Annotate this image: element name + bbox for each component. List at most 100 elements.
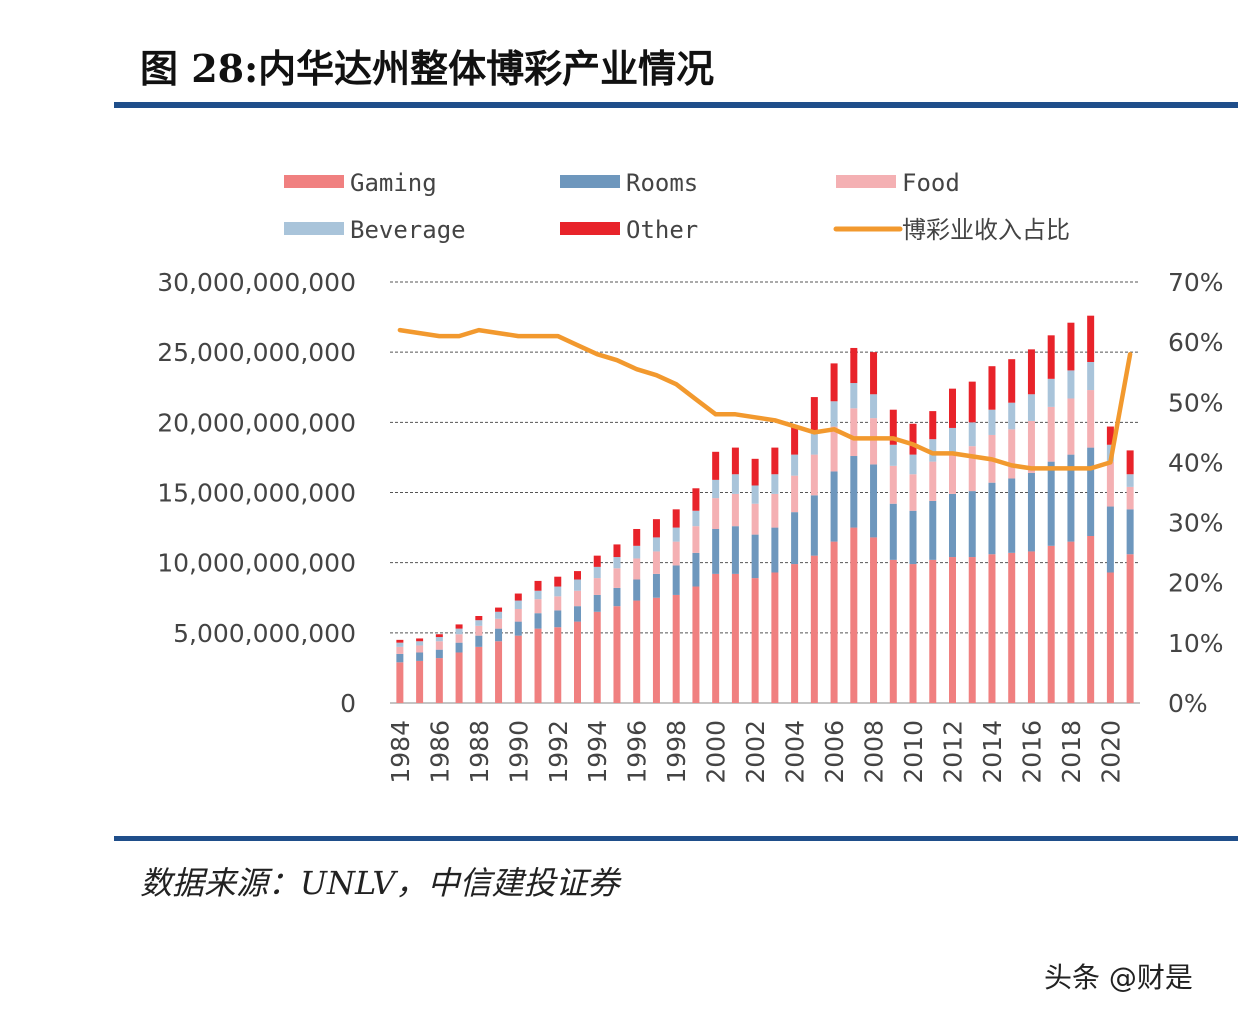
bar-other-1996 [633,528,641,546]
x-tick-label: 1990 [504,720,533,784]
y-left-tick-label: 20,000,000,000 [157,408,356,437]
bar-gaming-2018 [1067,541,1075,703]
bar-other-2016 [1027,349,1035,395]
bar-gaming-2013 [968,557,976,703]
bar-gaming-2014 [988,554,996,703]
bar-beverage-1993 [574,579,581,591]
bar-gaming-2005 [810,555,818,703]
bar-food-2021 [1126,486,1134,510]
bar-food-1999 [692,526,700,553]
bar-gaming-2000 [712,573,720,703]
bar-beverage-2015 [1008,402,1016,430]
bar-beverage-2017 [1047,378,1055,407]
x-tick-label: 1992 [544,720,573,784]
legend-label-gaming: Gaming [350,169,437,197]
bar-other-2010 [909,423,917,455]
bar-gaming-1994 [593,611,601,703]
bar-beverage-2008 [870,394,878,419]
bar-rooms-2009 [889,503,897,560]
bar-rooms-2001 [731,526,739,574]
bar-rooms-1996 [633,579,641,601]
bar-beverage-2003 [771,474,779,494]
bar-food-1985 [416,645,424,653]
bar-rooms-2019 [1087,447,1095,537]
bar-rooms-1992 [554,610,562,628]
x-tick-label: 2000 [702,720,731,784]
bar-beverage-2013 [968,422,976,447]
bar-food-2019 [1087,390,1095,448]
bar-gaming-1998 [672,594,680,703]
bar-rooms-2011 [929,500,937,560]
bar-beverage-1995 [613,557,621,569]
bar-food-2004 [791,475,799,513]
bar-food-1990 [514,608,522,622]
bar-food-1994 [593,578,601,595]
x-tick-label: 2004 [781,720,810,784]
bar-food-1998 [672,541,680,566]
bar-rooms-1990 [514,621,522,636]
x-tick-label: 2010 [899,720,928,784]
bar-other-2013 [968,381,976,423]
bar-gaming-1995 [613,606,621,703]
bar-beverage-1991 [534,590,542,600]
bar-food-1991 [534,599,542,614]
bar-gaming-1999 [692,586,700,703]
bar-gaming-2009 [889,559,897,703]
bar-food-1986 [435,641,443,650]
bar-food-2007 [850,408,858,457]
bar-food-2002 [751,503,759,535]
bar-gaming-1986 [435,658,443,703]
bar-beverage-1989 [495,611,503,619]
bar-beverage-1987 [455,628,463,635]
bar-food-2017 [1047,406,1055,462]
bar-beverage-2006 [830,401,838,427]
bar-beverage-2014 [988,409,996,435]
bar-rooms-2015 [1008,478,1016,553]
x-tick-label: 1994 [583,720,612,784]
bar-gaming-2011 [929,559,937,703]
bar-food-2010 [909,474,917,511]
bar-rooms-1991 [534,613,542,629]
bar-food-1997 [652,551,660,574]
y-left-tick-label: 5,000,000,000 [173,619,356,648]
bar-other-2008 [870,352,878,395]
y-left-tick-label: 15,000,000,000 [157,479,356,508]
bar-food-2018 [1067,398,1075,455]
bar-rooms-1999 [692,552,700,587]
bar-beverage-2000 [712,479,720,499]
bar-beverage-2011 [929,439,937,462]
source-note: 数据来源：UNLV，中信建投证券 [140,864,620,902]
bar-rooms-1998 [672,565,680,595]
y-left-tick-label: 25,000,000,000 [157,338,356,367]
bar-other-2020 [1106,426,1114,445]
bar-other-2015 [1008,359,1016,403]
bar-other-1990 [514,593,522,601]
y-right-tick-label: 50% [1168,388,1224,417]
bar-food-2003 [771,493,779,528]
legend-label-rooms: Rooms [626,169,698,197]
bar-beverage-2001 [731,474,739,494]
x-tick-label: 2002 [741,720,770,784]
y-left-tick-label: 30,000,000,000 [157,268,356,297]
bar-rooms-2000 [712,528,720,574]
bar-rooms-2004 [791,512,799,565]
legend-swatch-rooms [560,175,620,188]
bar-beverage-2005 [810,430,818,455]
bar-gaming-1984 [396,662,404,703]
bar-beverage-1984 [396,642,404,647]
bar-gaming-1985 [416,660,424,703]
bar-other-1989 [495,607,503,612]
bar-gaming-1987 [455,652,463,703]
bar-rooms-1989 [495,628,503,642]
bar-other-1998 [672,509,680,528]
bar-gaming-1989 [495,641,503,703]
bar-rooms-2008 [870,464,878,538]
bar-rooms-1993 [574,606,581,622]
bar-other-2014 [988,366,996,410]
x-tick-label: 1998 [662,720,691,784]
bar-food-2011 [929,461,937,501]
legend-label-food: Food [902,169,960,197]
bar-gaming-2006 [830,541,838,703]
legend-label-other: Other [626,216,698,244]
bar-food-2008 [870,418,878,465]
